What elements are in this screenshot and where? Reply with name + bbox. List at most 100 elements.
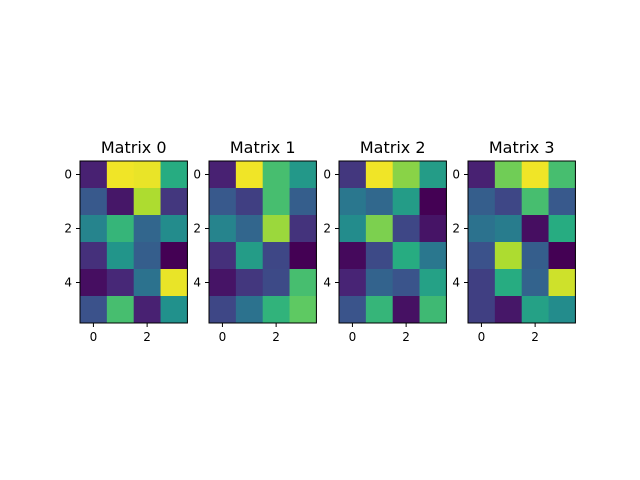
heatmap-0-frame <box>79 160 188 324</box>
heatmap-2-xtick-label-1: 2 <box>402 330 410 344</box>
heatmap-panel-0: Matrix 0 0 2 0 2 4 <box>64 138 188 344</box>
heatmap-2-cell-0-0 <box>339 161 367 189</box>
heatmap-0-xtick-label-1: 2 <box>143 330 151 344</box>
heatmap-2-cell-0-1 <box>365 161 394 189</box>
heatmap-1-title: Matrix 1 <box>230 138 296 157</box>
heatmap-3-title: Matrix 3 <box>489 138 555 157</box>
heatmap-1-cell-2-3 <box>289 215 317 243</box>
heatmap-0-cell-5-0 <box>80 296 108 324</box>
heatmap-0-cell-3-3 <box>160 242 188 270</box>
heatmap-0-cell-0-0 <box>80 161 108 189</box>
heatmap-3-cell-5-0 <box>468 296 496 324</box>
heatmap-1-cell-1-3 <box>289 188 317 216</box>
heatmap-1-cell-4-0 <box>209 269 237 297</box>
heatmap-1-ytick-label-2: 4 <box>193 276 201 290</box>
heatmap-0-cell-3-2 <box>133 242 161 270</box>
heatmap-3-cell-3-0 <box>468 242 496 270</box>
heatmap-1-cell-0-3 <box>289 161 317 189</box>
heatmap-2-cell-4-2 <box>392 269 420 297</box>
heatmap-2-cell-1-1 <box>365 188 394 216</box>
heatmap-2-cell-1-3 <box>419 188 447 216</box>
heatmap-0-cell-3-1 <box>106 242 135 270</box>
heatmap-0-title: Matrix 0 <box>101 138 167 157</box>
heatmap-1-cell-5-0 <box>209 296 237 324</box>
heatmap-0-xtick-label-0: 0 <box>90 330 98 344</box>
heatmap-1-xtick-label-0: 0 <box>219 330 227 344</box>
heatmap-1-cell-2-0 <box>209 215 237 243</box>
heatmap-0-cell-4-0 <box>80 269 108 297</box>
heatmap-0-cell-0-1 <box>106 161 135 189</box>
heatmap-1-ytick-label-1: 2 <box>193 222 201 236</box>
heatmap-3-cell-5-1 <box>494 296 523 324</box>
heatmap-3-cell-2-0 <box>468 215 496 243</box>
heatmap-0-cell-5-2 <box>133 296 161 324</box>
heatmap-2-cell-2-3 <box>419 215 447 243</box>
heatmap-2-cell-3-0 <box>339 242 367 270</box>
heatmap-2-cell-5-1 <box>365 296 394 324</box>
heatmap-3-cell-0-1 <box>494 161 523 189</box>
heatmap-1-frame <box>208 160 317 324</box>
heatmap-1-cell-0-1 <box>235 161 264 189</box>
heatmap-1-cell-1-0 <box>209 188 237 216</box>
heatmap-1-xtick-label-1: 2 <box>272 330 280 344</box>
heatmap-1-cell-0-2 <box>262 161 290 189</box>
heatmap-2-cell-1-2 <box>392 188 420 216</box>
heatmap-0-cell-2-2 <box>133 215 161 243</box>
heatmap-0-cell-2-1 <box>106 215 135 243</box>
heatmap-1-cell-0-0 <box>209 161 237 189</box>
heatmap-2-ytick-label-0: 0 <box>323 168 331 182</box>
heatmap-3-ytick-label-0: 0 <box>452 168 460 182</box>
heatmap-0-cell-1-2 <box>133 188 161 216</box>
heatmap-1-ytick-label-0: 0 <box>193 168 201 182</box>
heatmap-3-cell-4-1 <box>494 269 523 297</box>
heatmap-1-cell-3-2 <box>262 242 290 270</box>
heatmap-1-cell-5-3 <box>289 296 317 324</box>
heatmap-0-ytick-label-2: 4 <box>64 276 72 290</box>
heatmap-2-cell-1-0 <box>339 188 367 216</box>
heatmap-1-cell-3-3 <box>289 242 317 270</box>
heatmap-1-cell-4-1 <box>235 269 264 297</box>
heatmap-0-cell-1-1 <box>106 188 135 216</box>
heatmap-2-cell-5-2 <box>392 296 420 324</box>
heatmap-3-ytick-label-2: 4 <box>452 276 460 290</box>
heatmap-panel-3: Matrix 3 0 2 0 2 4 <box>452 138 576 344</box>
heatmap-2-cell-0-2 <box>392 161 420 189</box>
heatmap-0-ytick-label-1: 2 <box>64 222 72 236</box>
heatmap-3-cell-1-0 <box>468 188 496 216</box>
heatmap-2-cell-5-3 <box>419 296 447 324</box>
heatmap-3-cell-0-3 <box>548 161 576 189</box>
heatmap-3-cell-0-2 <box>521 161 549 189</box>
heatmap-3-cell-2-3 <box>548 215 576 243</box>
heatmap-2-xtick-label-0: 0 <box>349 330 357 344</box>
heatmap-3-cell-2-2 <box>521 215 549 243</box>
heatmap-0-cell-4-1 <box>106 269 135 297</box>
heatmap-2-cell-4-1 <box>365 269 394 297</box>
heatmap-1-cell-3-1 <box>235 242 264 270</box>
heatmap-1-cell-2-1 <box>235 215 264 243</box>
heatmap-0-cell-4-3 <box>160 269 188 297</box>
heatmap-1-cell-5-1 <box>235 296 264 324</box>
heatmap-1-cell-4-2 <box>262 269 290 297</box>
heatmap-3-cell-2-1 <box>494 215 523 243</box>
heatmap-0-cell-3-0 <box>80 242 108 270</box>
heatmap-3-cell-5-3 <box>548 296 576 324</box>
heatmap-3-cell-1-1 <box>494 188 523 216</box>
heatmap-0-cell-2-0 <box>80 215 108 243</box>
heatmap-1-cell-1-2 <box>262 188 290 216</box>
heatmap-0-cell-5-1 <box>106 296 135 324</box>
heatmap-1-cell-3-0 <box>209 242 237 270</box>
heatmap-3-cell-3-3 <box>548 242 576 270</box>
heatmap-3-cell-4-0 <box>468 269 496 297</box>
heatmap-2-cell-4-3 <box>419 269 447 297</box>
heatmap-2-cell-5-0 <box>339 296 367 324</box>
heatmap-0-ytick-label-0: 0 <box>64 168 72 182</box>
heatmap-3-cell-4-2 <box>521 269 549 297</box>
heatmap-0-cell-0-2 <box>133 161 161 189</box>
heatmap-3-cell-3-1 <box>494 242 523 270</box>
heatmap-2-cell-2-0 <box>339 215 367 243</box>
heatmap-0-cell-0-3 <box>160 161 188 189</box>
heatmap-3-cell-3-2 <box>521 242 549 270</box>
heatmap-3-frame <box>467 160 576 324</box>
heatmap-3-cell-1-3 <box>548 188 576 216</box>
